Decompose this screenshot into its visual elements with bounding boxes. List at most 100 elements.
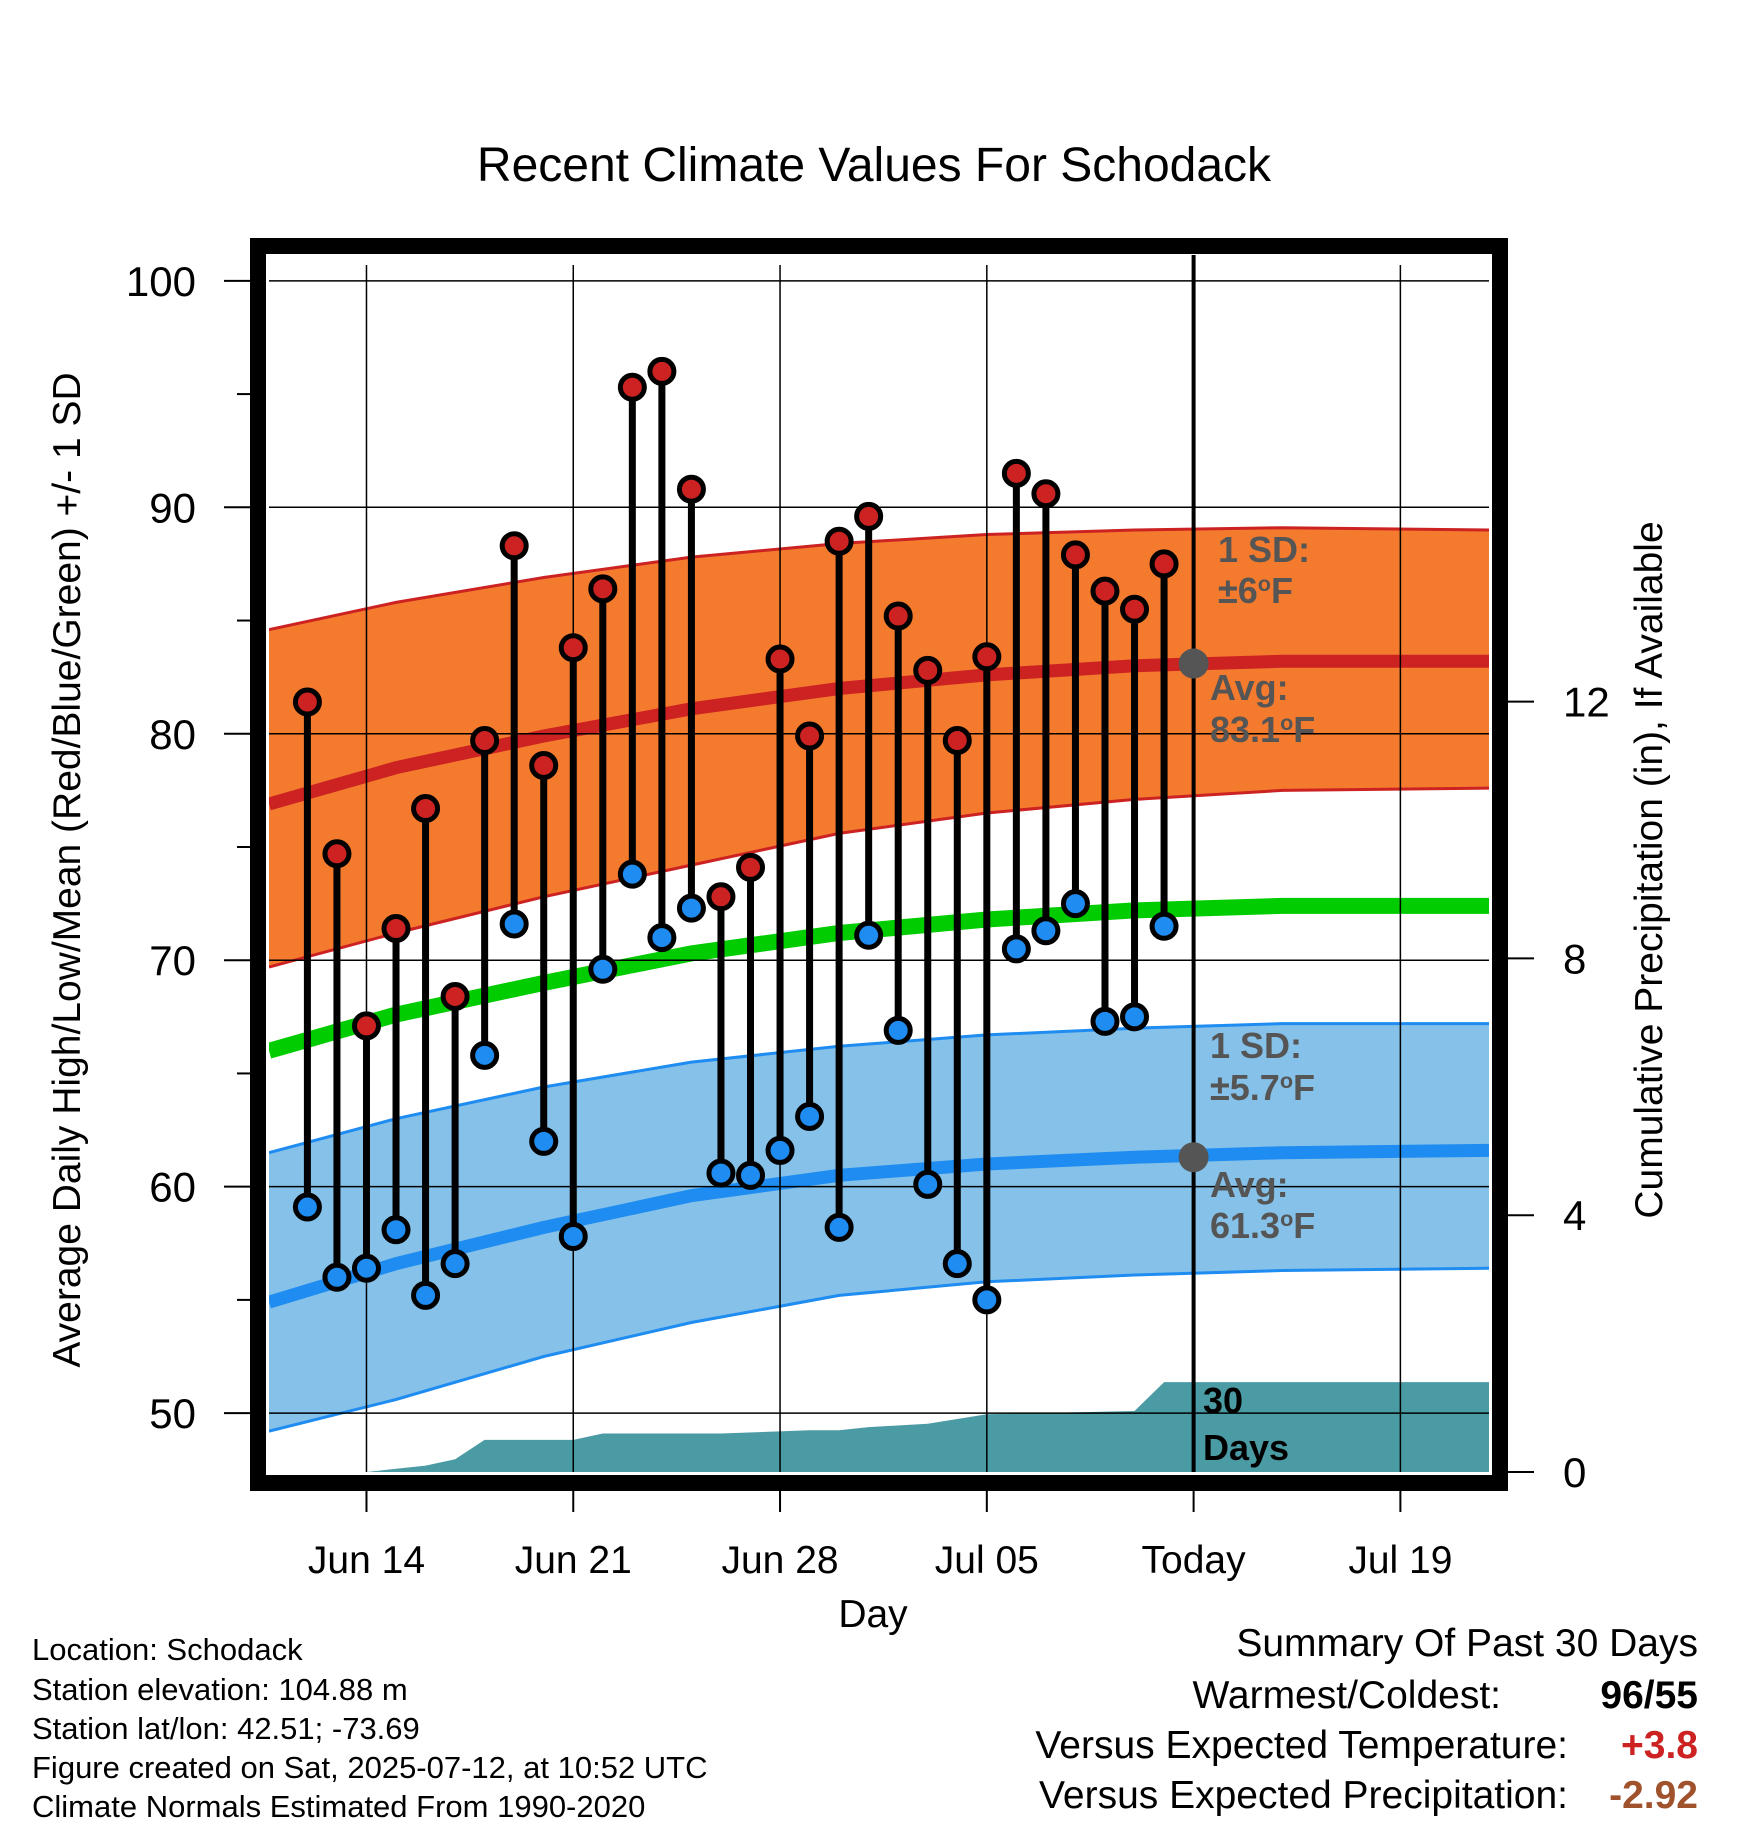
low-point [1090, 1006, 1120, 1036]
footer-normals: Climate Normals Estimated From 1990-2020 [32, 1789, 646, 1824]
low-point [1001, 934, 1031, 964]
y-axis-label: Average Daily High/Low/Mean (Red/Blue/Gr… [46, 372, 89, 1367]
high-avg-label: Avg: [1210, 667, 1289, 708]
y-tick-label: 100 [126, 258, 196, 305]
low-sd-lower-line [269, 1266, 1489, 1433]
summary-temp-label: Versus Expected Temperature: [1035, 1724, 1568, 1767]
low-point [351, 1253, 381, 1283]
x-tick-label: Jun 28 [721, 1539, 838, 1582]
low-point [883, 1015, 913, 1045]
high-point [351, 1011, 381, 1041]
low-point [529, 1126, 559, 1156]
low-point [854, 920, 884, 950]
high-point [883, 601, 913, 631]
low-point [292, 1192, 322, 1222]
low-point [972, 1285, 1002, 1315]
low-point [470, 1040, 500, 1070]
high-point [1149, 549, 1179, 579]
high-point [795, 721, 825, 751]
low-point [1060, 889, 1090, 919]
y2-tick-label: 4 [1563, 1192, 1586, 1239]
high-point [972, 642, 1002, 672]
x-tick-label: Jul 19 [1348, 1539, 1452, 1582]
low-point [1149, 911, 1179, 941]
high-point [292, 687, 322, 717]
low-point [942, 1249, 972, 1279]
y-tick-label: 50 [149, 1390, 196, 1437]
y2-axis-label: Cumulative Precipitation (in), If Availa… [1628, 521, 1671, 1218]
footer-latlon: Station lat/lon: 42.51; -73.69 [32, 1711, 420, 1746]
low-point [795, 1101, 825, 1131]
high-point [499, 531, 529, 561]
low-point [765, 1135, 795, 1165]
high-point [647, 356, 677, 386]
y-tick-label: 70 [149, 937, 196, 984]
x-tick-label: Jun 14 [308, 1539, 425, 1582]
low-point [588, 954, 618, 984]
low-point [706, 1158, 736, 1188]
high-point [558, 633, 588, 663]
high-point [322, 839, 352, 869]
high-point [942, 726, 972, 756]
high-point [1090, 576, 1120, 606]
high-point [529, 750, 559, 780]
low-point [913, 1169, 943, 1199]
x-tick-label: Today [1142, 1539, 1247, 1582]
days-label-number: 30 [1203, 1380, 1243, 1421]
high-point [706, 882, 736, 912]
low-point [647, 923, 677, 953]
y2-tick-label: 8 [1563, 935, 1586, 982]
high-point [854, 501, 884, 531]
low-point [736, 1160, 766, 1190]
high-point [736, 852, 766, 882]
summary-precip-value: -2.92 [1609, 1774, 1698, 1817]
plot-frame [250, 238, 1508, 1491]
summary-warmest-value: 96 [1600, 1674, 1644, 1717]
high-point [824, 526, 854, 556]
low-point [411, 1280, 441, 1310]
low-avg-value: 61.3oF [1210, 1205, 1315, 1246]
low-sd-label: 1 SD: [1210, 1025, 1302, 1066]
high-point [765, 644, 795, 674]
low-avg-label: Avg: [1210, 1164, 1289, 1205]
x-tick-label: Jul 05 [935, 1539, 1039, 1582]
x-tick-label: Jun 21 [515, 1539, 632, 1582]
high-point [440, 981, 470, 1011]
low-point [322, 1262, 352, 1292]
low-point [1120, 1002, 1150, 1032]
summary-slash: / [1643, 1674, 1655, 1717]
high-point [617, 372, 647, 402]
low-point [617, 859, 647, 889]
y2-tick-label: 12 [1563, 679, 1610, 726]
high-point [1001, 458, 1031, 488]
x-axis-label: Day [838, 1593, 908, 1636]
low-sd-value: ±5.7oF [1210, 1067, 1315, 1108]
summary-warmest-coldest: 96/55 [1600, 1674, 1698, 1718]
high-sd-label: 1 SD: [1218, 529, 1310, 570]
y-tick-label: 80 [149, 711, 196, 758]
summary-warmest-label: Warmest/Coldest: [1192, 1674, 1501, 1717]
summary-temp-value: +3.8 [1621, 1724, 1698, 1767]
high-avg-value: 83.1oF [1210, 709, 1315, 750]
low-point [676, 893, 706, 923]
high-point [1120, 594, 1150, 624]
high-point [1031, 479, 1061, 509]
today-low-avg-marker [1178, 1142, 1209, 1173]
low-point [499, 909, 529, 939]
today-high-avg-marker [1178, 648, 1209, 679]
high-point [676, 474, 706, 504]
y-tick-label: 90 [149, 484, 196, 531]
precip-area [269, 1382, 1489, 1472]
summary-precip-label: Versus Expected Precipitation: [1039, 1774, 1568, 1817]
summary-title: Summary Of Past 30 Days [1236, 1622, 1698, 1665]
low-point [1031, 916, 1061, 946]
y2-tick-label: 0 [1563, 1449, 1586, 1496]
footer-elevation: Station elevation: 104.88 m [32, 1672, 408, 1707]
low-point [824, 1212, 854, 1242]
summary-coldest-value: 55 [1654, 1674, 1698, 1717]
high-point [913, 655, 943, 685]
days-label-word: Days [1203, 1427, 1289, 1468]
low-point [381, 1215, 411, 1245]
high-point [588, 574, 618, 604]
